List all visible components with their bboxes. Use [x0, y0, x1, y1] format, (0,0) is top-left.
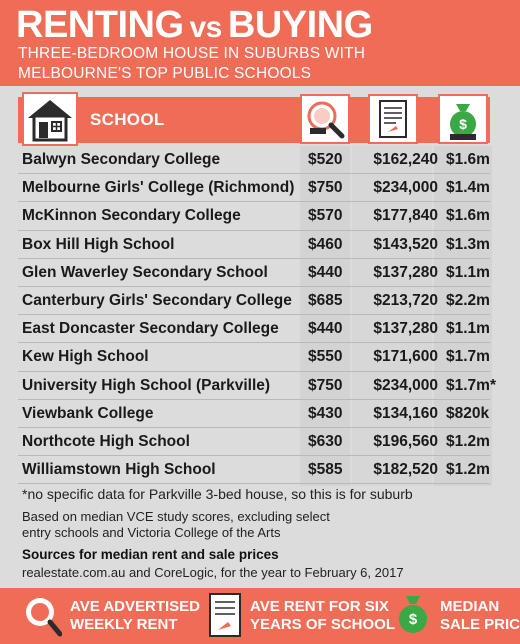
legend-six-year-rent: AVE RENT FOR SIX YEARS OF SCHOOL: [250, 598, 395, 634]
weekly-rent-value: $460: [308, 235, 343, 253]
school-name: Box Hill High School: [22, 235, 175, 253]
table-row: Williamstown High School $585 $182,520 $1.2…: [18, 456, 490, 485]
legend-3-line-1: MEDIAN: [440, 598, 500, 615]
table-row: Canterbury Girls' Secondary College $685 $…: [18, 287, 490, 316]
total-column-bg: [352, 146, 432, 486]
median-price-value: $1.3m: [446, 235, 490, 253]
six-year-rent-value: $134,160: [373, 404, 438, 422]
table-row: Balwyn Secondary College $520 $162,240 $1.6…: [18, 146, 490, 175]
six-year-rent-value: $143,520: [373, 235, 438, 253]
median-price-value: $820k: [446, 404, 490, 422]
subtitle-line-1: THREE-BEDROOM HOUSE IN SUBURBS WITH: [18, 45, 366, 62]
document-legend-icon: [209, 593, 241, 637]
page-title: RENTING vs BUYING: [16, 2, 373, 51]
median-price-value: $1.7m: [446, 348, 490, 366]
six-year-rent-value: $137,280: [373, 320, 438, 338]
weekly-rent-value: $430: [308, 404, 343, 422]
rent-column-bg: [300, 146, 350, 486]
six-year-rent-value: $171,600: [373, 348, 438, 366]
weekly-rent-value: $685: [308, 291, 343, 309]
table-row: East Doncaster Secondary College $440 $137…: [18, 315, 490, 344]
six-year-rent-value: $137,280: [373, 263, 438, 281]
six-year-rent-value: $196,560: [373, 432, 438, 450]
weekly-rent-value: $520: [308, 151, 343, 168]
six-year-rent-value: $177,840: [373, 207, 438, 225]
median-price-value: $1.1m: [446, 320, 490, 338]
legend-footer: [0, 588, 520, 644]
svg-text:$: $: [459, 116, 467, 132]
money-bag-icon: $: [438, 94, 488, 144]
weekly-rent-value: $585: [308, 461, 343, 479]
six-year-rent-value: $182,520: [373, 461, 438, 479]
title-vs: vs: [189, 11, 223, 44]
weekly-rent-value: $750: [308, 179, 343, 197]
school-name: Glen Waverley Secondary School: [22, 263, 268, 281]
six-year-rent-value: $234,000: [373, 179, 438, 197]
sources-body: realestate.com.au and CoreLogic, for the…: [22, 565, 404, 580]
money-bag-legend-icon: $: [399, 596, 427, 633]
title-banner: RENTING vs BUYING THREE-BEDROOM HOUSE IN S…: [0, 0, 520, 86]
legend-median-sale-price: MEDIAN SALE PRICE: [440, 598, 520, 634]
school-name: Viewbank College: [22, 404, 154, 422]
weekly-rent-value: $550: [308, 348, 343, 366]
price-column-bg: [434, 146, 492, 486]
school-name: Canterbury Girls' Secondary College: [22, 291, 292, 309]
sources-title: Sources for median rent and sale prices: [22, 547, 279, 562]
legend-2-line-2: YEARS OF SCHOOL: [250, 616, 396, 633]
table-row: Melbourne Girls' College (Richmond) $750 $…: [18, 174, 490, 203]
svg-text:$: $: [409, 611, 418, 628]
weekly-rent-value: $440: [308, 320, 343, 338]
weekly-rent-value: $570: [308, 207, 343, 225]
table-row: Glen Waverley Secondary School $440 $137,2…: [18, 259, 490, 287]
weekly-rent-value: $750: [308, 376, 343, 394]
legend-2-line-1: AVE RENT FOR SIX: [250, 598, 389, 615]
schools-table: Balwyn Secondary College $520 $162,240 $1.6…: [18, 146, 496, 485]
table-row: Viewbank College $430 $134,160 $820k: [18, 400, 490, 428]
document-icon: [368, 94, 418, 144]
median-price-value: $1.7m*: [446, 376, 496, 394]
weekly-rent-value: $630: [308, 432, 343, 450]
school-name: Williamstown High School: [22, 461, 216, 479]
median-price-value: $1.6m: [446, 207, 490, 225]
school-name: East Doncaster Secondary College: [22, 320, 279, 338]
median-price-value: $1.6m: [446, 151, 490, 168]
title-renting: RENTING: [16, 4, 184, 46]
house-icon: [22, 92, 78, 146]
table-row: McKinnon Secondary College $570 $177,840 $1…: [18, 202, 490, 231]
title-buying: BUYING: [227, 4, 373, 46]
school-name: University High School (Parkville): [22, 376, 271, 394]
median-price-value: $1.4m: [446, 179, 490, 197]
weekly-rent-value: $440: [308, 263, 343, 281]
table-row: Box Hill High School $460 $143,520 $1.3m: [18, 231, 490, 259]
six-year-rent-value: $162,240: [373, 151, 438, 168]
median-price-value: $2.2m: [446, 291, 490, 309]
legend-1-line-1: AVE ADVERTISED: [70, 598, 201, 615]
footnote: *no specific data for Parkville 3-bed ho…: [22, 486, 413, 502]
table-row: Kew High School $550 $171,600 $1.7m: [18, 343, 490, 372]
school-name: Kew High School: [22, 348, 149, 366]
legend-1-line-2: WEEKLY RENT: [70, 616, 178, 633]
school-name: McKinnon Secondary College: [22, 207, 241, 225]
subtitle-line-2: MELBOURNE'S TOP PUBLIC SCHOOLS: [18, 65, 312, 82]
table-row: University High School (Parkville) $750 $2…: [18, 372, 496, 400]
weekly-rent-icon: [300, 94, 350, 144]
school-name: Balwyn Secondary College: [22, 151, 221, 168]
school-name: Northcote High School: [22, 432, 190, 450]
school-column-header: SCHOOL: [90, 110, 165, 129]
legend-3-line-2: SALE PRICE: [440, 616, 520, 633]
weekly-rent-legend-icon: [26, 598, 62, 637]
school-name: Melbourne Girls' College (Richmond): [22, 179, 295, 197]
median-price-value: $1.2m: [446, 461, 490, 479]
subtitle: THREE-BEDROOM HOUSE IN SUBURBS WITH MELB…: [18, 44, 365, 84]
six-year-rent-value: $234,000: [373, 376, 438, 394]
table-header-bar: [18, 97, 490, 143]
median-price-value: $1.2m: [446, 432, 490, 450]
table-row: Northcote High School $630 $196,560 $1.2m: [18, 428, 490, 457]
basis-note: Based on median VCE study scores, exclud…: [22, 509, 330, 540]
median-price-value: $1.1m: [446, 263, 490, 281]
legend-weekly-rent: AVE ADVERTISED WEEKLY RENT: [70, 598, 200, 634]
six-year-rent-value: $213,720: [373, 291, 438, 309]
